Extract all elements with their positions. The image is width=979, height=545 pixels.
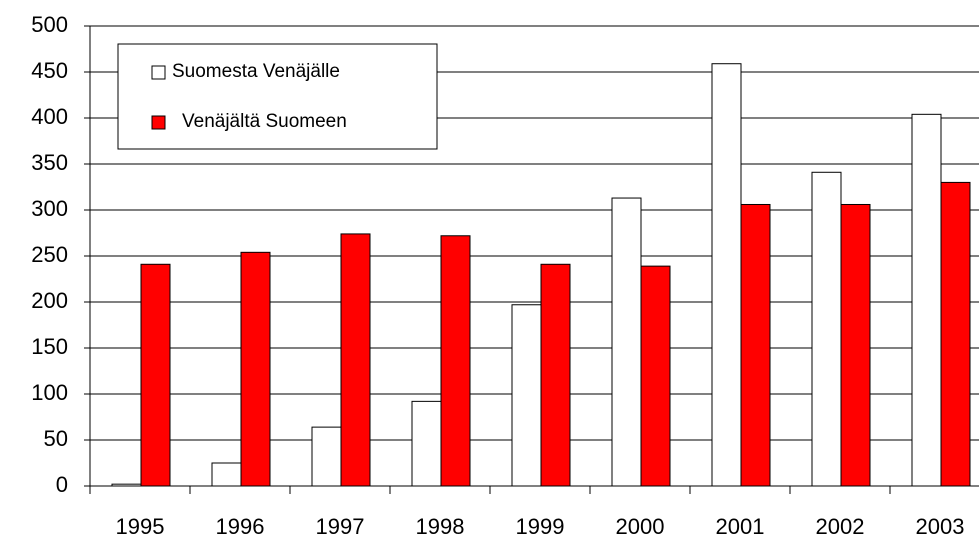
x-tick-label: 1997 — [316, 514, 365, 539]
bar — [540, 263, 571, 487]
legend-label: Venäjältä Suomeen — [182, 111, 347, 132]
legend-swatch — [151, 115, 166, 130]
y-tick-label: 0 — [56, 472, 68, 497]
legend-box — [117, 43, 438, 150]
x-tick-label: 2001 — [716, 514, 765, 539]
bar — [211, 462, 242, 487]
y-tick-label: 400 — [31, 104, 68, 129]
x-tick-label: 1995 — [116, 514, 165, 539]
bar — [711, 63, 742, 487]
bar — [440, 235, 471, 487]
y-tick-label: 300 — [31, 196, 68, 221]
x-tick-label: 1998 — [416, 514, 465, 539]
bar — [940, 181, 971, 487]
y-tick-label: 350 — [31, 150, 68, 175]
bar — [340, 233, 371, 487]
x-tick-label: 2000 — [616, 514, 665, 539]
y-tick-label: 150 — [31, 334, 68, 359]
bar — [240, 251, 271, 487]
bar — [311, 426, 342, 487]
y-tick-label: 100 — [31, 380, 68, 405]
y-tick-label: 250 — [31, 242, 68, 267]
bar — [140, 263, 171, 487]
bar — [740, 203, 771, 487]
y-tick-label: 450 — [31, 58, 68, 83]
y-tick-label: 200 — [31, 288, 68, 313]
y-tick-label: 50 — [44, 426, 68, 451]
legend-label: Suomesta Venäjälle — [172, 61, 340, 82]
x-tick-label: 1996 — [216, 514, 265, 539]
y-tick-label: 500 — [31, 12, 68, 37]
x-tick-label: 2003 — [916, 514, 965, 539]
bar — [511, 304, 542, 487]
legend-swatch — [151, 65, 166, 80]
bar — [411, 400, 442, 487]
x-tick-label: 2002 — [816, 514, 865, 539]
x-tick-label: 1999 — [516, 514, 565, 539]
bar — [811, 171, 842, 487]
bar — [611, 197, 642, 487]
bar — [640, 265, 671, 487]
bar — [911, 113, 942, 487]
bar — [840, 203, 871, 487]
